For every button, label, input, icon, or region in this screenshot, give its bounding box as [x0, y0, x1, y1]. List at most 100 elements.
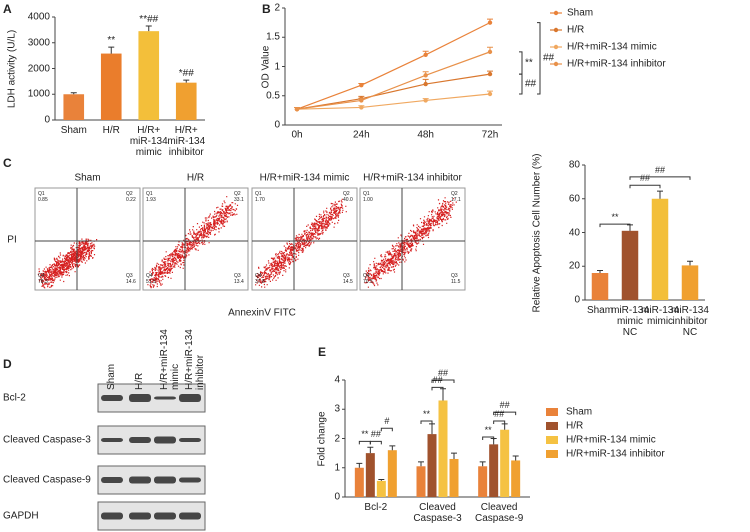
significance-label: ## — [494, 409, 505, 420]
panel-label: E — [318, 345, 327, 359]
error-bar — [440, 388, 446, 401]
legend-marker — [553, 44, 559, 50]
significance-label: ## — [543, 52, 555, 64]
cell-dots — [255, 198, 347, 288]
point — [487, 91, 493, 97]
significance-label: ## — [370, 429, 381, 440]
plot-title: Sham — [74, 172, 101, 184]
bar — [621, 230, 639, 300]
blot-band — [154, 396, 176, 400]
quadrant-value: 14.5 — [343, 279, 353, 285]
panel-label: C — [3, 156, 12, 170]
y-tick-label: 3000 — [27, 37, 50, 49]
y-tick-label: 4000 — [27, 11, 50, 23]
bar — [449, 458, 459, 497]
error-bar — [389, 445, 396, 451]
x-tick-label: 72h — [481, 129, 499, 141]
significance-label: ** — [484, 425, 492, 436]
quadrant-name: Q1 — [255, 191, 262, 197]
blot-band — [129, 394, 151, 402]
error-bar — [479, 461, 486, 467]
bar — [651, 198, 669, 300]
significance-label: # — [384, 416, 390, 427]
bar — [365, 453, 375, 497]
x-tick-label: Cleaved Caspase-9 — [474, 502, 524, 524]
plot-title: H/R — [186, 172, 205, 184]
quadrant-value: 1.00 — [363, 197, 373, 203]
legend-label: Sham — [566, 406, 593, 418]
legend-label: H/R+miR-134 inhibitor — [566, 448, 665, 460]
row-label: Bcl-2 — [3, 392, 26, 404]
x-tick-label: H/R — [102, 125, 120, 136]
bar — [354, 467, 364, 497]
bar — [63, 94, 85, 120]
x-tick-label: H/R+ miR-134 mimic — [129, 125, 168, 158]
y-tick-label: 2 — [274, 2, 280, 14]
blot-band — [179, 512, 201, 520]
quadrant-name: Q3 — [126, 273, 133, 279]
significance-label: ** — [107, 35, 116, 47]
point — [423, 81, 428, 87]
x-tick-label: H/R+ miR-134 inhibitor — [167, 125, 206, 158]
x-tick-label: Sham — [586, 305, 614, 316]
plot-title: H/R+miR-134 mimic — [259, 172, 350, 184]
x-tick-label: 48h — [417, 129, 434, 141]
quadrant-value: 40.0 — [343, 197, 353, 203]
y-tick-label: 0 — [44, 114, 50, 126]
significance-bracket — [431, 379, 455, 383]
y-tick-label: 0.5 — [266, 90, 280, 102]
blot-band — [129, 437, 151, 443]
y-tick-label: 4 — [334, 374, 340, 386]
quadrant-name: Q1 — [146, 191, 153, 197]
quadrant-name: Q2 — [126, 191, 133, 197]
significance-bracket — [431, 386, 444, 391]
y-tick-label: 2 — [334, 433, 340, 444]
y-tick-label: 1.5 — [266, 31, 280, 43]
point — [359, 83, 364, 88]
quadrant-value: 1.70 — [255, 197, 265, 203]
y-tick-label: 0 — [574, 294, 580, 306]
error-bar — [70, 92, 77, 95]
error-bar — [145, 25, 152, 32]
legend-swatch — [546, 408, 558, 416]
significance-bracket — [493, 411, 517, 416]
y-tick-label: 60 — [568, 193, 580, 205]
y-axis-label: OD Value — [260, 45, 272, 88]
blot-band — [179, 394, 201, 402]
bar — [478, 466, 488, 497]
quadrant-value: 1.93 — [146, 197, 156, 203]
significance-label: ## — [432, 375, 443, 386]
cell-dots — [147, 196, 239, 289]
legend-swatch — [546, 436, 558, 444]
error-bar — [687, 260, 693, 266]
blot-band — [179, 477, 201, 483]
blot-band — [129, 476, 151, 484]
error-bar — [657, 190, 663, 199]
plot-title: H/R+miR-134 inhibitor — [363, 172, 462, 184]
lane-label: H/R — [134, 372, 145, 390]
axis-label: AnnexinV FITC — [228, 307, 296, 319]
quadrant-name: Q1 — [363, 191, 370, 197]
error-bar — [512, 455, 519, 461]
panel-label: B — [262, 2, 271, 16]
blot-band — [101, 395, 123, 401]
quadrant-name: Q4 — [146, 273, 153, 279]
bar — [376, 480, 386, 497]
significance-bracket — [482, 436, 495, 441]
quadrant-value: 0.85 — [38, 197, 48, 203]
x-tick-label: Bcl-2 — [364, 502, 388, 513]
significance-label: ** — [525, 57, 533, 69]
y-tick-label: 20 — [568, 260, 580, 272]
significance-label: ## — [437, 368, 449, 379]
x-tick-label: miR-134 inhibitor NC — [671, 305, 709, 338]
error-bar — [429, 423, 435, 435]
y-tick-label: 0 — [274, 119, 280, 131]
error-bar — [356, 462, 363, 468]
significance-label: *## — [178, 68, 194, 80]
legend-marker — [553, 27, 559, 33]
bar — [489, 444, 499, 497]
cell-dots — [364, 197, 457, 288]
blot-band — [154, 476, 176, 484]
bar — [511, 460, 521, 497]
legend-label: H/R+miR-134 mimic — [567, 41, 657, 53]
